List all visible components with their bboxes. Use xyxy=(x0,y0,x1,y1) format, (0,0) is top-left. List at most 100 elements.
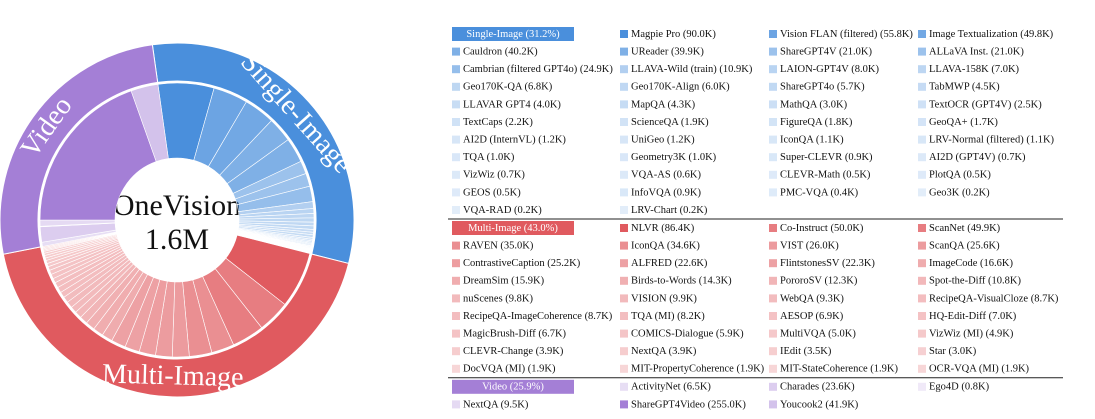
legend-marker xyxy=(769,47,777,56)
legend-label: IconQA (1.1K) xyxy=(780,135,844,146)
legend-marker xyxy=(918,329,926,338)
legend-label: PlotQA (0.5K) xyxy=(929,170,991,181)
legend-marker xyxy=(620,241,628,250)
legend-marker xyxy=(452,329,460,338)
legend-marker xyxy=(918,347,926,356)
legend-label: VIST (26.0K) xyxy=(780,241,839,252)
legend-marker xyxy=(620,259,628,268)
legend-marker xyxy=(620,47,628,56)
legend-marker xyxy=(769,241,777,250)
legend-marker xyxy=(620,100,628,109)
legend-marker xyxy=(620,153,628,162)
legend-label: HQ-Edit-Diff (7.0K) xyxy=(929,311,1017,322)
legend-marker xyxy=(452,206,460,214)
legend-marker xyxy=(769,135,777,144)
legend-marker xyxy=(918,65,926,74)
legend-marker xyxy=(452,100,460,109)
legend-label: VizWiz (MI) (4.9K) xyxy=(929,329,1014,340)
legend-marker xyxy=(769,153,777,162)
legend-label: DreamSim (15.9K) xyxy=(463,276,545,287)
legend-label: MIT-PropertyCoherence (1.9K) xyxy=(631,364,765,375)
legend-marker xyxy=(769,400,777,409)
legend-marker xyxy=(452,364,460,373)
legend-label: Cambrian (filtered GPT4o) (24.9K) xyxy=(463,64,613,75)
legend-label: ALFRED (22.6K) xyxy=(631,258,708,269)
legend-marker xyxy=(918,47,926,56)
legend-label: ShareGPT4o (5.7K) xyxy=(780,82,865,93)
legend-marker xyxy=(452,294,460,303)
center-total: 1.6M xyxy=(145,223,209,256)
legend-label: Geometry3K (1.0K) xyxy=(631,152,717,163)
legend-label: MultiVQA (5.0K) xyxy=(780,329,856,340)
legend-label: ScanQA (25.6K) xyxy=(929,241,1000,252)
legend-label: nuScenes (9.8K) xyxy=(463,293,533,304)
legend-marker xyxy=(452,47,460,56)
legend-marker xyxy=(620,347,628,356)
legend-marker xyxy=(769,276,777,285)
legend-label: ImageCode (16.6K) xyxy=(929,258,1013,269)
legend-label: UniGeo (1.2K) xyxy=(631,135,695,146)
legend-marker xyxy=(918,82,926,91)
legend-label: COMICS-Dialogue (5.9K) xyxy=(631,329,744,340)
legend-label: Co-Instruct (50.0K) xyxy=(780,223,864,234)
group-header: Single-Image (31.2%) xyxy=(466,29,560,40)
legend-label: Vision FLAN (filtered) (55.8K) xyxy=(780,29,913,40)
legend-label: WebQA (9.3K) xyxy=(780,293,844,304)
legend-marker xyxy=(620,224,628,232)
legend-label: IEdit (3.5K) xyxy=(780,346,832,357)
legend-marker xyxy=(620,118,628,126)
legend-label: LRV-Normal (filtered) (1.1K) xyxy=(929,135,1055,146)
legend-label: RAVEN (35.0K) xyxy=(463,241,534,252)
legend-label: InfoVQA (0.9K) xyxy=(631,187,701,198)
legend-label: Geo3K (0.2K) xyxy=(929,187,990,198)
legend-marker xyxy=(452,347,460,356)
legend-marker xyxy=(769,82,777,91)
legend-label: LAION-GPT4V (8.0K) xyxy=(780,64,879,75)
legend-label: RecipeQA-VisualCloze (8.7K) xyxy=(929,293,1059,304)
legend-marker xyxy=(620,276,628,285)
group-header-box xyxy=(452,379,574,394)
legend-marker xyxy=(452,259,460,268)
legend-marker xyxy=(452,312,460,320)
legend-label: Geo170K-QA (6.8K) xyxy=(463,82,553,93)
legend-label: FigureQA (1.8K) xyxy=(780,117,853,128)
legend-marker xyxy=(918,259,926,268)
legend-label: PMC-VQA (0.4K) xyxy=(780,187,859,198)
legend-label: DocVQA (MI) (1.9K) xyxy=(463,364,556,375)
legend-label: Birds-to-Words (14.3K) xyxy=(631,276,732,287)
legend-marker xyxy=(620,382,628,391)
legend-label: VQA-AS (0.6K) xyxy=(631,170,701,181)
legend-label: Geo170K-Align (6.0K) xyxy=(631,82,730,93)
legend-marker xyxy=(918,224,926,232)
legend-marker xyxy=(769,65,777,74)
group-wedge xyxy=(0,44,159,255)
legend-marker xyxy=(620,364,628,373)
legend-marker xyxy=(769,224,777,232)
legend-label: GEOS (0.5K) xyxy=(463,187,521,198)
legend-label: CLEVR-Math (0.5K) xyxy=(780,170,871,181)
legend-marker xyxy=(620,170,628,179)
legend-marker xyxy=(452,118,460,126)
legend-label: TQA (MI) (8.2K) xyxy=(631,311,705,322)
legend-label: LRV-Chart (0.2K) xyxy=(631,205,708,216)
legend-marker xyxy=(918,382,926,391)
legend-marker xyxy=(620,82,628,91)
legend-label: ContrastiveCaption (25.2K) xyxy=(463,258,581,269)
item-wedge xyxy=(130,83,169,162)
legend-marker xyxy=(620,188,628,197)
legend-marker xyxy=(452,400,460,409)
legend-label: VQA-RAD (0.2K) xyxy=(463,205,542,216)
legend-label: Youcook2 (41.9K) xyxy=(780,399,859,410)
legend-marker xyxy=(620,294,628,303)
legend-marker xyxy=(452,153,460,162)
legend-label: OCR-VQA (MI) (1.9K) xyxy=(929,364,1030,375)
legend-marker xyxy=(918,135,926,144)
legend-label: UReader (39.9K) xyxy=(631,47,704,58)
legend-label: MathQA (3.0K) xyxy=(780,99,848,110)
legend-marker xyxy=(769,259,777,268)
legend-label: MagicBrush-Diff (6.7K) xyxy=(463,329,567,340)
legend-marker xyxy=(918,118,926,126)
legend-marker xyxy=(918,312,926,320)
legend-label: FlintstonesSV (22.3K) xyxy=(780,258,875,269)
